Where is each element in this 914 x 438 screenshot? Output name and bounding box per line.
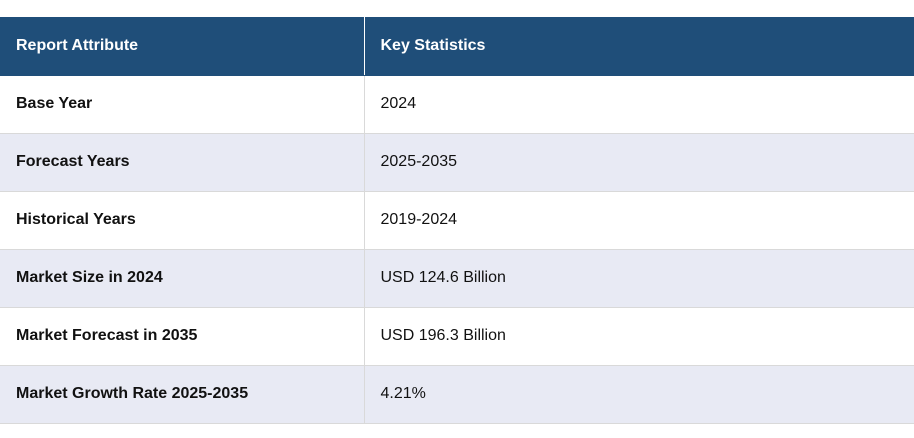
table-row: Market Size in 2024 USD 124.6 Billion bbox=[0, 249, 914, 308]
report-statistics-table-container: Report Attribute Key Statistics Base Yea… bbox=[0, 17, 914, 424]
row-attribute: Market Forecast in 2035 bbox=[0, 307, 365, 366]
report-statistics-table: Report Attribute Key Statistics Base Yea… bbox=[0, 17, 914, 424]
row-value: USD 196.3 Billion bbox=[364, 307, 914, 366]
row-value: 2025-2035 bbox=[364, 133, 914, 192]
row-attribute: Base Year bbox=[0, 75, 365, 134]
row-attribute: Market Size in 2024 bbox=[0, 249, 365, 308]
header-key-statistics: Key Statistics bbox=[364, 17, 914, 76]
row-attribute: Historical Years bbox=[0, 191, 365, 250]
row-value: USD 124.6 Billion bbox=[364, 249, 914, 308]
table-row: Base Year 2024 bbox=[0, 75, 914, 134]
row-attribute: Forecast Years bbox=[0, 133, 365, 192]
header-report-attribute: Report Attribute bbox=[0, 17, 365, 76]
table-row: Historical Years 2019-2024 bbox=[0, 191, 914, 250]
row-value: 4.21% bbox=[364, 365, 914, 424]
table-row: Market Growth Rate 2025-2035 4.21% bbox=[0, 365, 914, 424]
row-value: 2024 bbox=[364, 75, 914, 134]
row-value: 2019-2024 bbox=[364, 191, 914, 250]
table-row: Market Forecast in 2035 USD 196.3 Billio… bbox=[0, 307, 914, 366]
table-row: Forecast Years 2025-2035 bbox=[0, 133, 914, 192]
table-header-row: Report Attribute Key Statistics bbox=[0, 17, 914, 76]
row-attribute: Market Growth Rate 2025-2035 bbox=[0, 365, 365, 424]
